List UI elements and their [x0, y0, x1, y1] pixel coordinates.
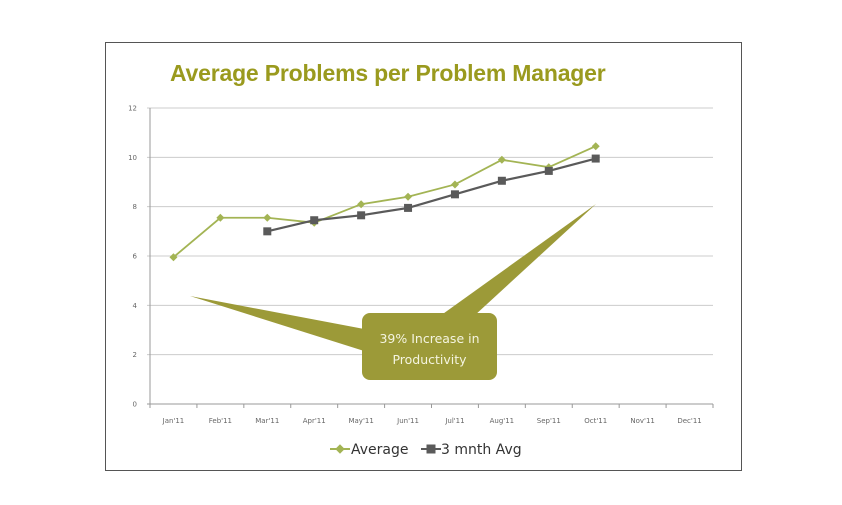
- y-tick-label: 0: [133, 401, 137, 409]
- data-point-3mnth-avg: [310, 216, 319, 225]
- x-tick-label: May'11: [348, 417, 373, 425]
- legend-3mnth-marker: [426, 444, 436, 454]
- data-point-3mnth-avg: [591, 154, 600, 163]
- series-group: [169, 142, 600, 262]
- data-point-3mnth-avg: [404, 203, 413, 212]
- annotation-callout: 39% Increase in Productivity: [190, 204, 596, 380]
- x-tick-label: Jul'11: [444, 417, 464, 425]
- data-point-average: [263, 213, 272, 222]
- data-point-3mnth-avg: [544, 166, 553, 175]
- callout-pointer-left: [190, 296, 380, 356]
- legend-average-label: Average: [351, 442, 409, 458]
- callout-box: [362, 313, 497, 380]
- callout-line-2: Productivity: [392, 352, 467, 367]
- data-point-average: [497, 155, 506, 164]
- y-tick-label: 8: [133, 203, 137, 211]
- callout-pointer-right: [440, 204, 596, 316]
- chart-title: Average Problems per Problem Manager: [170, 60, 606, 86]
- callout-line-1: 39% Increase in: [379, 331, 479, 346]
- x-tick-label: Apr'11: [303, 417, 326, 425]
- data-point-average: [357, 200, 366, 209]
- y-tick-label: 12: [128, 105, 137, 113]
- gridlines: [147, 107, 713, 405]
- legend-3mnth-label: 3 mnth Avg: [441, 442, 522, 458]
- data-point-average: [404, 192, 413, 201]
- y-axis: 0 2 4 6 8 10 12: [128, 105, 151, 409]
- x-tick-label: Jan'11: [162, 417, 185, 425]
- x-tick-label: Feb'11: [209, 417, 232, 425]
- x-tick-label: Dec'11: [677, 417, 701, 425]
- x-tick-label: Mar'11: [255, 417, 279, 425]
- x-axis: Jan'11 Feb'11 Mar'11 Apr'11 May'11 Jun'11 Jul'…: [149, 404, 714, 425]
- x-tick-label: Sep'11: [537, 417, 561, 425]
- x-tick-label: Nov'11: [630, 417, 655, 425]
- x-tick-label: Oct'11: [584, 417, 607, 425]
- series-line-1: [267, 157, 596, 233]
- x-tick-label: Jun'11: [396, 417, 419, 425]
- data-point-3mnth-avg: [450, 190, 459, 199]
- data-point-3mnth-avg: [357, 211, 366, 220]
- y-tick-label: 10: [128, 154, 137, 162]
- y-tick-label: 2: [133, 351, 137, 359]
- series-line-0: [172, 145, 597, 258]
- data-point-average: [591, 142, 600, 151]
- y-tick-label: 6: [133, 253, 138, 261]
- data-point-average: [169, 253, 178, 262]
- legend-average-marker: [335, 444, 345, 454]
- data-point-3mnth-avg: [263, 227, 272, 236]
- data-point-average: [216, 213, 225, 222]
- data-point-3mnth-avg: [497, 176, 506, 185]
- legend: Average 3 mnth Avg: [330, 442, 522, 458]
- x-tick-label: Aug'11: [490, 417, 515, 425]
- data-point-average: [450, 180, 459, 189]
- y-tick-label: 4: [133, 302, 138, 310]
